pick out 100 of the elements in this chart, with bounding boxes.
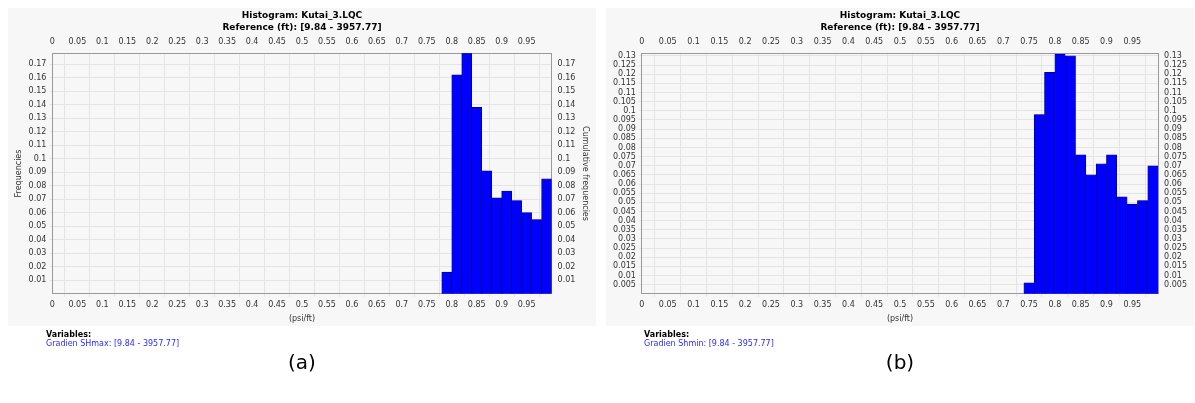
x-tick-label: 0.35 xyxy=(218,299,237,309)
x-tick-label: 0.25 xyxy=(168,299,187,309)
x2-tick-label: 0.25 xyxy=(762,37,780,47)
x-tick-label: 0.05 xyxy=(658,299,677,309)
y-tick-label: 0.03 xyxy=(28,248,47,258)
x-tick-label: 0 xyxy=(49,299,55,309)
x2-tick-label: 0.8 xyxy=(1048,37,1062,47)
y-tick-label: 0.04 xyxy=(618,215,636,225)
x2-tick-label: 0.45 xyxy=(865,37,884,47)
x2-tick-label: 0.65 xyxy=(367,37,386,47)
x2-tick-label: 0.1 xyxy=(95,37,109,47)
y-tick-label: 0.045 xyxy=(613,206,636,216)
chart-subtitle: Reference (ft): [9.84 - 3957.77] xyxy=(820,21,980,32)
x-tick-label: 0.5 xyxy=(893,299,907,309)
x2-tick-label: 0 xyxy=(49,37,55,47)
x-tick-label: 0.15 xyxy=(118,299,137,309)
y2-tick-label: 0.14 xyxy=(557,99,576,109)
y2-tick-label: 0.025 xyxy=(1164,243,1187,253)
y-axis-title: Frequencies xyxy=(13,149,23,198)
x2-tick-label: 0.25 xyxy=(168,37,187,47)
x-tick-label: 0.4 xyxy=(245,299,259,309)
y2-tick-label: 0.015 xyxy=(1164,261,1187,271)
x2-tick-label: 0.35 xyxy=(813,37,832,47)
x-tick-label: 0.3 xyxy=(790,299,804,309)
y2-tick-label: 0.03 xyxy=(1164,233,1182,243)
y-tick-label: 0.025 xyxy=(613,243,636,253)
y2-tick-label: 0.11 xyxy=(557,140,576,150)
chart-title: Histogram: Kutai_3.LQC xyxy=(241,9,363,20)
y-tick-label: 0.04 xyxy=(28,234,47,244)
x-tick-label: 0.1 xyxy=(95,299,109,309)
y-tick-label: 0.06 xyxy=(618,179,636,189)
chart-subtitle: Reference (ft): [9.84 - 3957.77] xyxy=(222,21,382,32)
y2-tick-label: 0.08 xyxy=(557,180,576,190)
x2-tick-label: 0.4 xyxy=(842,37,855,47)
x-tick-label: 0.2 xyxy=(738,299,752,309)
y2-tick-label: 0.08 xyxy=(1164,142,1182,152)
y2-tick-label: 0.07 xyxy=(1164,160,1182,170)
x2-tick-label: 0.85 xyxy=(1071,37,1090,47)
y2-tick-label: 0.16 xyxy=(557,72,576,82)
y-tick-label: 0.13 xyxy=(28,113,47,123)
y2-tick-label: 0.005 xyxy=(1164,279,1187,289)
y-tick-label: 0.08 xyxy=(618,142,636,152)
y2-tick-label: 0.125 xyxy=(1164,60,1187,70)
y-tick-label: 0.015 xyxy=(613,261,636,271)
y-tick-label: 0.105 xyxy=(613,96,636,106)
y-tick-label: 0.12 xyxy=(28,126,47,136)
y-tick-label: 0.03 xyxy=(618,233,636,243)
y2-tick-label: 0.15 xyxy=(557,86,576,96)
y-tick-label: 0.08 xyxy=(28,180,47,190)
y-tick-label: 0.16 xyxy=(28,72,47,82)
x-tick-label: 0.5 xyxy=(295,299,309,309)
x2-tick-label: 0.5 xyxy=(893,37,907,47)
x2-tick-label: 0.3 xyxy=(195,37,209,47)
y-tick-label: 0.09 xyxy=(28,167,47,177)
y-tick-label: 0.05 xyxy=(618,197,636,207)
y2-tick-label: 0.02 xyxy=(557,261,576,271)
y-tick-label: 0.06 xyxy=(28,207,47,217)
x2-tick-label: 0.05 xyxy=(68,37,87,47)
x-tick-label: 0.55 xyxy=(916,299,935,309)
y-tick-label: 0.115 xyxy=(613,78,636,88)
x-tick-label: 0.85 xyxy=(1071,299,1090,309)
x-axis-title: (psi/ft) xyxy=(288,314,316,324)
x2-tick-label: 0.6 xyxy=(345,37,359,47)
x2-tick-label: 0.3 xyxy=(790,37,804,47)
y2-tick-label: 0.13 xyxy=(1164,51,1182,61)
y-tick-label: 0.075 xyxy=(613,151,636,161)
y2-tick-label: 0.105 xyxy=(1164,96,1187,106)
y2-tick-label: 0.12 xyxy=(557,126,576,136)
y-tick-label: 0.095 xyxy=(613,115,636,125)
x-tick-label: 0.6 xyxy=(345,299,359,309)
x-tick-label: 0.8 xyxy=(445,299,459,309)
y2-tick-label: 0.055 xyxy=(1164,188,1187,198)
x2-tick-label: 0.15 xyxy=(118,37,137,47)
x2-tick-label: 0.9 xyxy=(1100,37,1113,47)
x-tick-label: 0 xyxy=(639,299,645,309)
y-tick-label: 0.005 xyxy=(613,279,636,289)
y-tick-label: 0.035 xyxy=(613,224,636,234)
y-tick-label: 0.05 xyxy=(28,221,47,231)
x2-tick-label: 0.15 xyxy=(710,37,729,47)
x2-tick-label: 0.1 xyxy=(687,37,700,47)
y2-tick-label: 0.1 xyxy=(1164,105,1177,115)
x2-tick-label: 0.75 xyxy=(1020,37,1038,47)
x-tick-label: 0.7 xyxy=(996,299,1010,309)
y-tick-label: 0.13 xyxy=(618,51,636,61)
text: (a) xyxy=(287,350,317,374)
y-tick-label: 0.07 xyxy=(28,194,47,204)
y2-tick-label: 0.045 xyxy=(1164,206,1187,216)
x2-tick-label: 0.7 xyxy=(395,37,409,47)
x2-tick-label: 0.55 xyxy=(916,37,935,47)
text: Gradien SHmax: [9.84 - 3957.77] xyxy=(46,339,181,348)
y2-tick-label: 0.01 xyxy=(1164,270,1182,280)
y2-tick-label: 0.09 xyxy=(557,167,576,177)
y2-tick-label: 0.13 xyxy=(557,113,576,123)
x2-tick-label: 0.85 xyxy=(467,37,486,47)
y2-tick-label: 0.06 xyxy=(557,207,576,217)
y2-tick-label: 0.05 xyxy=(1164,197,1182,207)
text: Gradien Shmin: [9.84 - 3957.77] xyxy=(644,339,775,348)
x2-tick-label: 0.05 xyxy=(658,37,677,47)
x-tick-label: 0.05 xyxy=(68,299,87,309)
x2-tick-label: 0.95 xyxy=(1123,37,1142,47)
